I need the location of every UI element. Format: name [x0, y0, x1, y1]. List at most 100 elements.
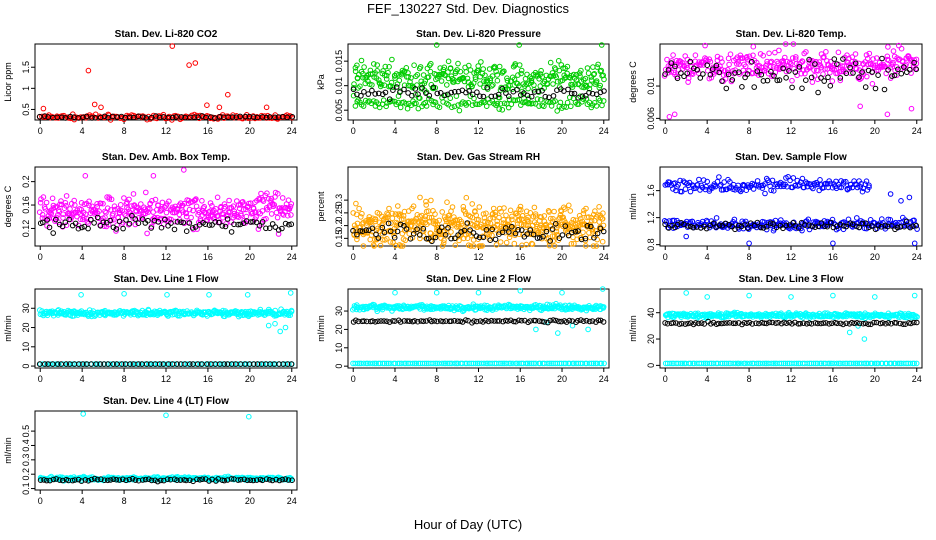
- data-point: [837, 77, 844, 84]
- data-point: [183, 228, 190, 234]
- data-point: [512, 230, 519, 237]
- data-point: [144, 230, 150, 237]
- data-point: [694, 182, 701, 188]
- data-point: [201, 203, 207, 210]
- data-point: [885, 67, 891, 73]
- data-point: [229, 114, 236, 120]
- data-point: [506, 234, 513, 241]
- data-point: [428, 197, 434, 204]
- data-point: [746, 240, 752, 247]
- data-point: [353, 211, 360, 218]
- data-point: [758, 71, 765, 78]
- data-point: [40, 194, 47, 200]
- data-point: [515, 72, 521, 78]
- data-point: [179, 202, 186, 209]
- data-point: [285, 197, 292, 203]
- data-point: [859, 69, 865, 75]
- data-point: [103, 209, 109, 216]
- data-point: [827, 58, 834, 65]
- data-point: [163, 412, 169, 419]
- data-point: [511, 240, 518, 247]
- data-point: [913, 66, 920, 73]
- data-point: [904, 69, 910, 75]
- data-point: [532, 211, 539, 217]
- data-point: [393, 84, 400, 90]
- data-point: [426, 92, 433, 99]
- data-point: [116, 218, 123, 225]
- y-axis-label: ml/min: [3, 437, 13, 464]
- data-point: [388, 220, 394, 226]
- data-point: [529, 240, 535, 247]
- data-point: [866, 184, 872, 190]
- data-point: [396, 242, 403, 248]
- data-point: [601, 76, 607, 83]
- data-point: [102, 208, 108, 215]
- data-point: [872, 85, 879, 92]
- x-tick-label: 16: [515, 252, 525, 262]
- plot-frame: [347, 288, 610, 369]
- data-point: [552, 98, 558, 104]
- data-point: [509, 223, 515, 230]
- x-tick-label: 24: [287, 126, 297, 136]
- data-point: [593, 78, 600, 84]
- data-point: [518, 216, 525, 222]
- data-point: [240, 199, 246, 205]
- data-point: [578, 215, 584, 222]
- x-tick-label: 24: [912, 374, 922, 384]
- x-tick-label: 16: [203, 126, 213, 136]
- data-point: [492, 236, 499, 243]
- data-point: [473, 233, 480, 239]
- data-point: [149, 198, 155, 204]
- data-point: [224, 216, 231, 222]
- data-point: [480, 93, 487, 100]
- data-point: [289, 114, 296, 120]
- data-point: [171, 226, 178, 233]
- data-point: [729, 77, 736, 83]
- data-point: [272, 114, 278, 121]
- data-point: [413, 100, 419, 107]
- data-point: [417, 194, 423, 201]
- y-tick-label: 1.5: [21, 61, 31, 74]
- data-point: [742, 218, 749, 225]
- data-point: [857, 184, 864, 190]
- data-point: [474, 224, 481, 230]
- data-point: [573, 217, 579, 224]
- data-point: [662, 71, 668, 77]
- data-point: [420, 72, 427, 78]
- data-point: [821, 78, 828, 84]
- data-point: [498, 209, 504, 215]
- data-point: [409, 92, 415, 99]
- data-point: [263, 114, 270, 121]
- data-point: [279, 225, 285, 232]
- data-point: [445, 225, 451, 231]
- data-point: [267, 114, 273, 120]
- data-point: [597, 82, 604, 89]
- data-point: [718, 182, 724, 188]
- data-point: [599, 238, 606, 245]
- data-point: [691, 65, 697, 72]
- data-point: [419, 212, 425, 219]
- data-point: [389, 215, 396, 222]
- data-point: [847, 64, 853, 71]
- y-tick-label: 0.3: [334, 194, 344, 207]
- data-point: [382, 89, 389, 96]
- y-axis-label: ml/min: [628, 193, 638, 220]
- data-point: [556, 235, 563, 241]
- x-tick-label: 8: [434, 126, 439, 136]
- data-point: [423, 89, 430, 95]
- x-tick-label: 8: [747, 374, 752, 384]
- x-axis-label: Hour of Day (UTC): [413, 517, 523, 532]
- data-point: [126, 220, 133, 227]
- data-point: [358, 57, 365, 64]
- data-point: [841, 179, 847, 185]
- data-point: [537, 97, 544, 103]
- data-point: [872, 294, 878, 300]
- data-point: [63, 193, 70, 199]
- data-point: [88, 216, 94, 223]
- x-tick-label: 12: [161, 496, 171, 506]
- data-point: [742, 71, 748, 77]
- data-point: [555, 58, 562, 64]
- data-point: [405, 70, 411, 76]
- data-point: [397, 221, 404, 228]
